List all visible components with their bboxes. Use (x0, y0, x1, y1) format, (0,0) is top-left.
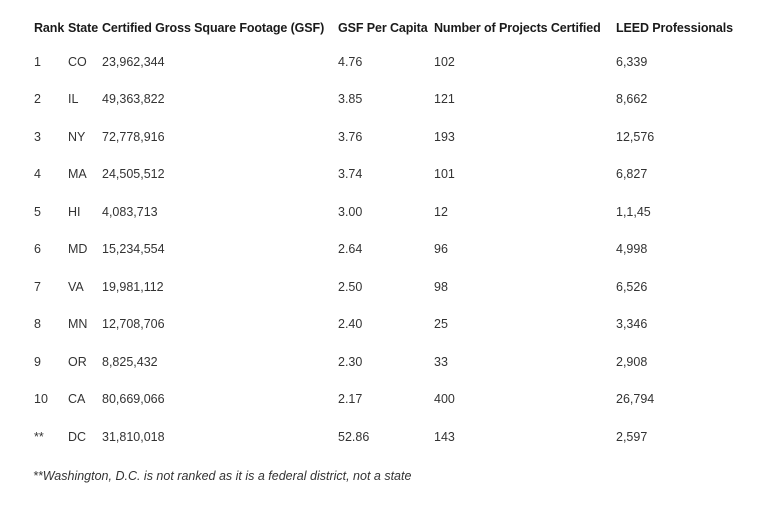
cell-projects-certified: 33 (434, 354, 448, 369)
cell-state: MN (68, 317, 88, 332)
cell-certified-gsf: 8,825,432 (102, 354, 158, 369)
table-row: 3 NY 72,778,916 3.76 193 12,576 (28, 118, 740, 156)
table-row: 2 IL 49,363,822 3.85 121 8,662 (28, 81, 740, 119)
header-rank: Rank (34, 21, 65, 35)
table-row: 6 MD 15,234,554 2.64 96 4,998 (28, 231, 740, 269)
cell-leed-professionals: 2,597 (616, 429, 648, 444)
header-projects-certified: Number of Projects Certified (434, 21, 601, 35)
cell-certified-gsf: 49,363,822 (102, 92, 165, 107)
cell-projects-certified: 25 (434, 317, 448, 332)
cell-leed-professionals: 1,1,45 (616, 204, 651, 219)
cell-rank: 3 (34, 129, 41, 144)
cell-state: CA (68, 392, 86, 407)
cell-gsf-per-capita: 2.17 (338, 392, 363, 407)
cell-gsf-per-capita: 2.64 (338, 242, 363, 257)
cell-leed-professionals: 26,794 (616, 392, 655, 407)
table-body: 1 CO 23,962,344 4.76 102 6,339 2 IL 49,363,822 3.… (28, 43, 740, 456)
cell-certified-gsf: 80,669,066 (102, 392, 165, 407)
cell-gsf-per-capita: 4.76 (338, 54, 363, 69)
cell-state: MD (68, 242, 88, 257)
cell-gsf-per-capita: 3.74 (338, 167, 363, 182)
cell-state: HI (68, 204, 81, 219)
cell-leed-professionals: 6,526 (616, 279, 648, 294)
table-row: ** DC 31,810,018 52.86 143 2,597 (28, 418, 740, 456)
cell-leed-professionals: 3,346 (616, 317, 648, 332)
cell-rank: 4 (34, 167, 41, 182)
table-row: 5 HI 4,083,713 3.00 12 1,1,45 (28, 193, 740, 231)
cell-gsf-per-capita: 3.00 (338, 204, 363, 219)
cell-projects-certified: 193 (434, 129, 455, 144)
cell-rank: 8 (34, 317, 41, 332)
footnote: **Washington, D.C. is not ranked as it i… (33, 469, 412, 483)
table-row: 4 MA 24,505,512 3.74 101 6,827 (28, 156, 740, 194)
cell-rank: 2 (34, 92, 41, 107)
leed-rankings-table: Rank State Certified Gross Square Footage … (28, 13, 740, 456)
cell-projects-certified: 400 (434, 392, 455, 407)
table-row: 7 VA 19,981,112 2.50 98 6,526 (28, 268, 740, 306)
cell-leed-professionals: 12,576 (616, 129, 655, 144)
cell-certified-gsf: 23,962,344 (102, 54, 165, 69)
cell-rank: 6 (34, 242, 41, 257)
cell-certified-gsf: 31,810,018 (102, 429, 165, 444)
header-leed-professionals: LEED Professionals (616, 21, 733, 35)
cell-projects-certified: 12 (434, 204, 448, 219)
cell-state: NY (68, 129, 86, 144)
cell-state: IL (68, 92, 79, 107)
cell-rank: 5 (34, 204, 41, 219)
table-row: 1 CO 23,962,344 4.76 102 6,339 (28, 43, 740, 81)
cell-projects-certified: 102 (434, 54, 455, 69)
table-row: 8 MN 12,708,706 2.40 25 3,346 (28, 306, 740, 344)
cell-gsf-per-capita: 2.40 (338, 317, 363, 332)
cell-certified-gsf: 12,708,706 (102, 317, 165, 332)
cell-certified-gsf: 15,234,554 (102, 242, 165, 257)
cell-projects-certified: 101 (434, 167, 455, 182)
table-header-row: Rank State Certified Gross Square Footage … (28, 13, 740, 43)
header-state: State (68, 21, 99, 35)
cell-rank: 7 (34, 279, 41, 294)
cell-leed-professionals: 2,908 (616, 354, 648, 369)
cell-rank: 10 (34, 392, 48, 407)
cell-state: OR (68, 354, 87, 369)
cell-state: CO (68, 54, 87, 69)
cell-projects-certified: 96 (434, 242, 448, 257)
header-certified-gsf: Certified Gross Square Footage (GSF) (102, 21, 325, 35)
table-row: 9 OR 8,825,432 2.30 33 2,908 (28, 343, 740, 381)
cell-gsf-per-capita: 2.30 (338, 354, 363, 369)
cell-leed-professionals: 6,339 (616, 54, 648, 69)
cell-certified-gsf: 4,083,713 (102, 204, 158, 219)
cell-projects-certified: 98 (434, 279, 448, 294)
cell-gsf-per-capita: 3.85 (338, 92, 363, 107)
cell-certified-gsf: 19,981,112 (102, 279, 164, 294)
header-gsf-per-capita: GSF Per Capita (338, 21, 428, 35)
cell-projects-certified: 121 (434, 92, 455, 107)
cell-state: VA (68, 279, 84, 294)
cell-gsf-per-capita: 3.76 (338, 129, 363, 144)
cell-state: DC (68, 429, 87, 444)
cell-leed-professionals: 4,998 (616, 242, 648, 257)
cell-state: MA (68, 167, 87, 182)
cell-leed-professionals: 6,827 (616, 167, 648, 182)
cell-certified-gsf: 24,505,512 (102, 167, 165, 182)
table-row: 10 CA 80,669,066 2.17 400 26,794 (28, 381, 740, 419)
cell-leed-professionals: 8,662 (616, 92, 648, 107)
cell-rank: 9 (34, 354, 41, 369)
cell-gsf-per-capita: 52.86 (338, 429, 370, 444)
cell-gsf-per-capita: 2.50 (338, 279, 363, 294)
cell-rank: 1 (34, 54, 41, 69)
cell-rank: ** (34, 429, 44, 444)
cell-projects-certified: 143 (434, 429, 455, 444)
cell-certified-gsf: 72,778,916 (102, 129, 165, 144)
